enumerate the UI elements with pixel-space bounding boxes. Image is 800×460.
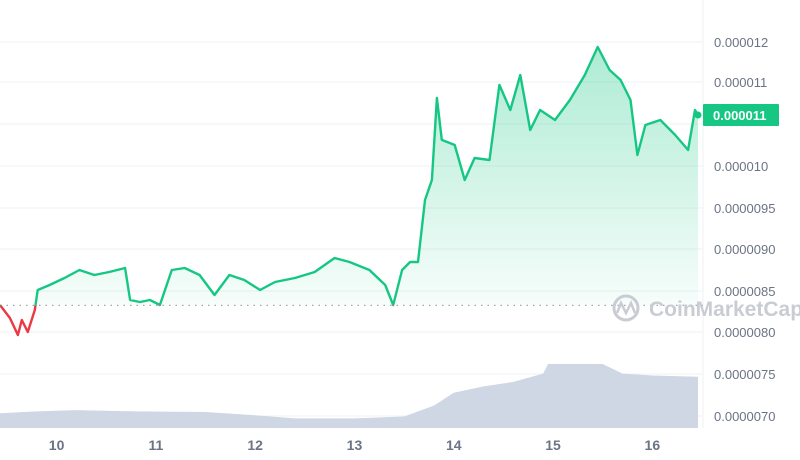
y-tick-label: 0.0000070 (714, 409, 775, 424)
x-tick-label: 10 (49, 437, 65, 453)
x-tick-label: 12 (247, 437, 263, 453)
y-tick-label: 0.0000090 (714, 242, 775, 257)
x-tick-label: 14 (446, 437, 462, 453)
coinmarketcap-logo-icon (612, 294, 640, 322)
y-tick-label: 0.0000085 (714, 284, 775, 299)
x-axis: 10 11 12 13 14 15 16 (49, 437, 661, 453)
x-tick-label: 13 (347, 437, 363, 453)
volume-area (0, 364, 698, 428)
x-tick-label: 16 (645, 437, 661, 453)
y-tick-label: 0.000010 (714, 159, 768, 174)
volume-bars (0, 364, 698, 428)
watermark-text: CoinMarketCap (649, 298, 800, 321)
x-tick-label: 11 (148, 437, 163, 453)
current-price-label: 0.000011 (713, 108, 767, 123)
price-line-up (0, 45, 700, 306)
y-tick-label: 0.0000095 (714, 201, 775, 216)
y-tick-label: 0.000012 (714, 35, 768, 50)
current-price-badge: 0.000011 (703, 103, 779, 126)
x-tick-label: 15 (545, 437, 561, 453)
badge-background (703, 103, 779, 126)
price-area-fill (0, 47, 698, 306)
y-tick-label: 0.000011 (714, 75, 767, 90)
current-price-dot (694, 111, 702, 119)
y-tick-label: 0.0000080 (714, 325, 775, 340)
logo-mark (615, 299, 637, 316)
y-axis: 0.000012 0.000011 0.000010 0.0000095 0.00000… (714, 35, 775, 424)
y-tick-label: 0.0000075 (714, 367, 775, 382)
watermark: CoinMarketCap (612, 294, 800, 322)
